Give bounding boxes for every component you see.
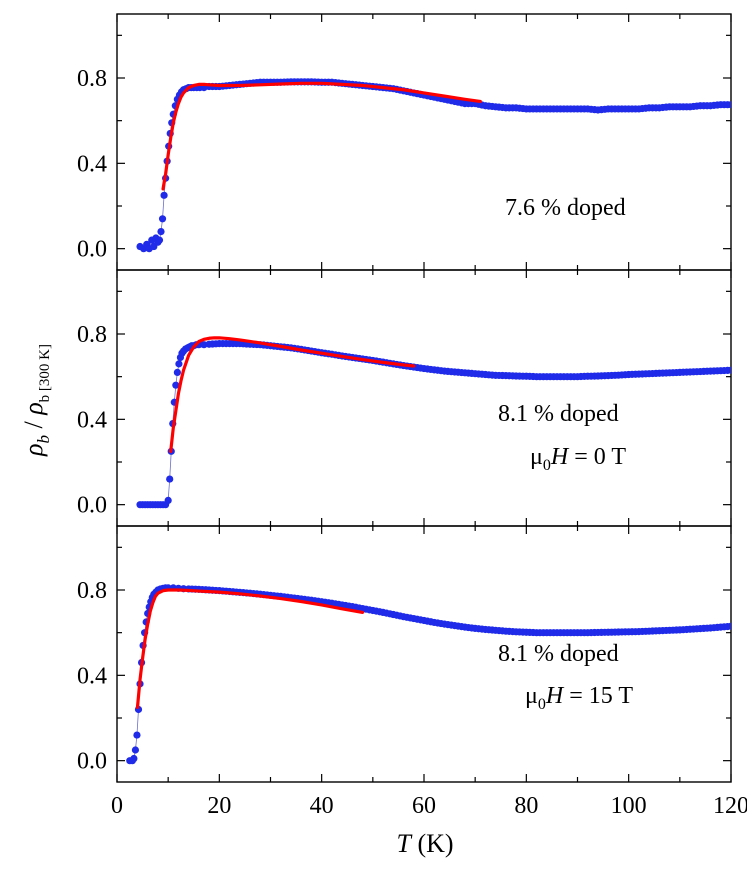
- panel-3: 0.0 0.4 0.8: [77, 525, 732, 783]
- mu-subscript: 0: [543, 457, 551, 474]
- y-axis-rho2: ρ: [19, 402, 48, 415]
- y-tick-label: 0.0: [77, 749, 107, 775]
- mu-symbol: μ: [530, 444, 543, 470]
- x-tick-label: 20: [207, 793, 231, 819]
- y-axis-sub: b: [34, 435, 53, 444]
- data-point: [130, 754, 138, 763]
- x-axis-unit: (K): [411, 829, 454, 858]
- panel-frame: [116, 269, 732, 527]
- x-tick-label: 0: [111, 793, 123, 819]
- data-point: [164, 496, 172, 504]
- field-value: = 15 T: [563, 683, 633, 709]
- x-tick-label: 100: [611, 793, 647, 819]
- fit-line: [169, 336, 416, 453]
- panel-data: [136, 78, 731, 253]
- panel-1: 0.0 0.4 0.8: [77, 13, 732, 271]
- field-value: = 0 T: [568, 444, 626, 470]
- panel2-annotation-doping: 8.1 % doped: [498, 401, 619, 427]
- mu-symbol: μ: [525, 683, 538, 709]
- x-tick-label: 120: [713, 793, 747, 819]
- panel-data: [136, 336, 731, 509]
- y-axis-sub2: b [300 K]: [37, 344, 53, 402]
- data-point: [175, 360, 183, 368]
- field-symbol: H: [545, 683, 565, 709]
- panel3-annotation-doping: 8.1 % doped: [498, 641, 619, 667]
- panel1-annotation: 7.6 % doped: [505, 195, 626, 221]
- x-axis-symbol: T: [396, 829, 412, 858]
- y-tick-label: 0.4: [77, 663, 107, 689]
- data-point: [155, 236, 164, 244]
- panel3-annotation-field: μ0H = 15 T: [525, 683, 633, 713]
- y-axis-rho: ρ: [19, 444, 48, 457]
- y-tick-label: 0.0: [77, 237, 107, 263]
- panel-frame: [116, 525, 732, 783]
- data-point: [131, 746, 140, 754]
- y-axis-div: /: [19, 415, 48, 435]
- y-tick-label: 0.4: [77, 407, 107, 433]
- data-point: [166, 475, 174, 483]
- y-tick-label: 0.0: [77, 493, 107, 519]
- x-tick-label: 40: [310, 793, 334, 819]
- x-tick-label: 60: [412, 793, 436, 819]
- data-point: [173, 368, 181, 376]
- data-point: [727, 366, 731, 374]
- y-tick-label: 0.4: [77, 151, 107, 177]
- panel2-annotation-field: μ0H = 0 T: [530, 444, 626, 474]
- panel-data: [126, 584, 731, 765]
- x-axis-title: T (K): [396, 829, 453, 858]
- plot-area: 0.0 0.4 0.8 0.0 0.4 0.8 0.0 0.4 0.8 0 20 40 60 80 100 1…: [77, 13, 747, 819]
- x-tick-label: 80: [514, 793, 538, 819]
- y-axis-title: ρb / ρb [300 K]: [19, 344, 53, 457]
- y-tick-label: 0.8: [77, 578, 107, 604]
- data-point: [727, 622, 731, 630]
- mu-subscript: 0: [538, 696, 546, 713]
- panel-2: 0.0 0.4 0.8: [77, 269, 732, 527]
- field-symbol: H: [550, 444, 570, 470]
- data-point: [157, 228, 165, 236]
- fit-line: [135, 588, 365, 709]
- data-connector: [129, 587, 731, 762]
- data-point: [172, 381, 180, 389]
- data-point: [727, 101, 731, 109]
- data-point: [133, 731, 141, 739]
- data-point: [158, 215, 167, 223]
- y-tick-label: 0.8: [77, 66, 107, 92]
- fit-line: [161, 81, 482, 191]
- panel-frame: [116, 13, 732, 271]
- data-point: [160, 191, 168, 199]
- y-tick-label: 0.8: [77, 322, 107, 348]
